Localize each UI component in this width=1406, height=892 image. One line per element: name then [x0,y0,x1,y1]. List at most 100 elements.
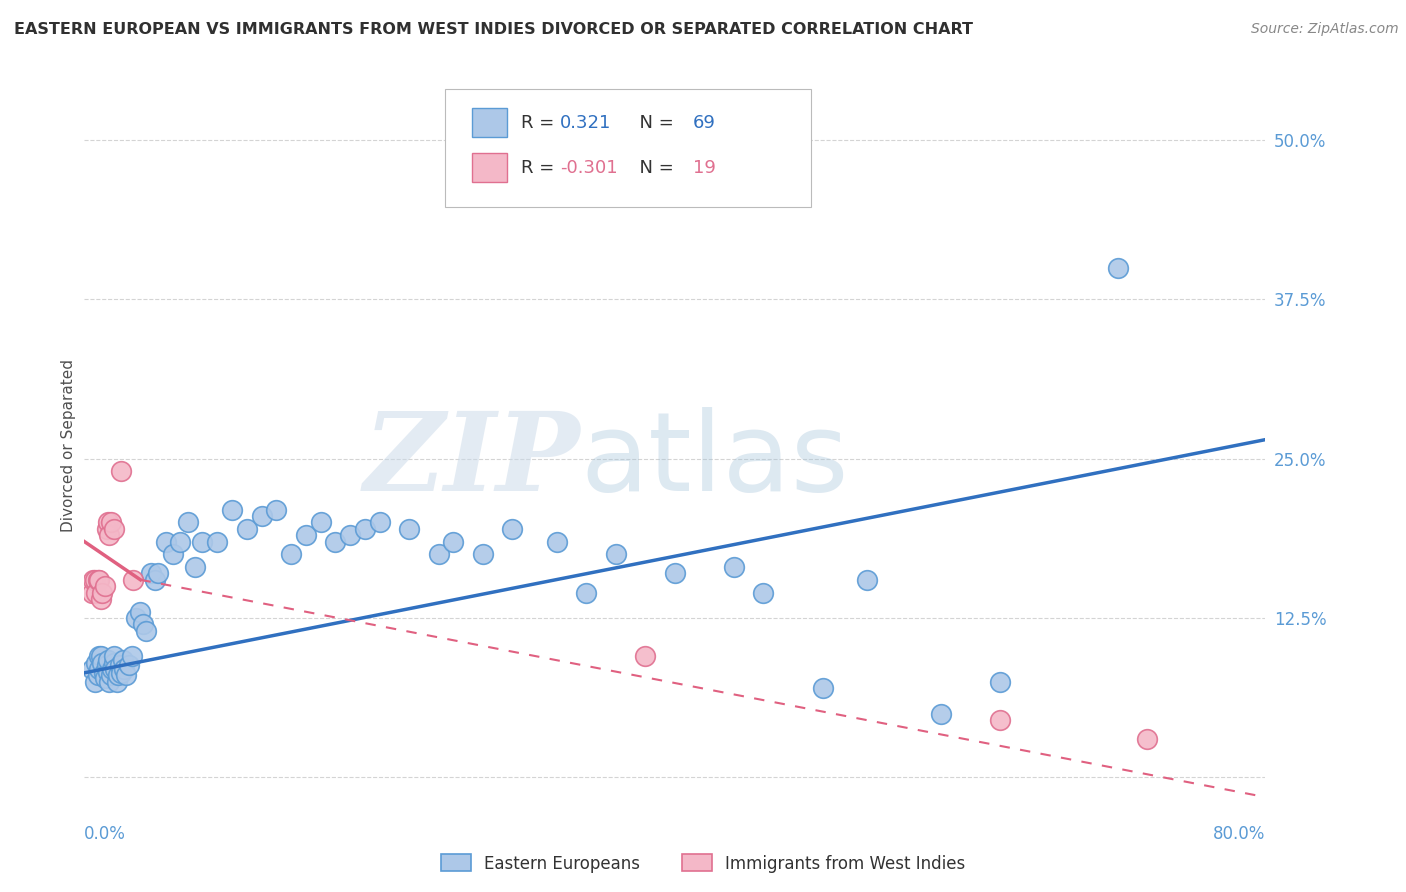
Point [988,674,1011,689]
Point [129,605,152,619]
Point [235,522,259,536]
Point [135,624,157,638]
Point [122,573,145,587]
Text: N =: N = [627,159,679,177]
Point [143,573,166,587]
Point [118,658,141,673]
Point [368,516,391,530]
Point [82,573,104,587]
Text: EASTERN EUROPEAN VS IMMIGRANTS FROM WEST INDIES DIVORCED OR SEPARATED CORRELATIO: EASTERN EUROPEAN VS IMMIGRANTS FROM WEST… [14,22,973,37]
Point [250,509,273,524]
Point [546,534,568,549]
Point [398,522,420,536]
Point [86,573,108,587]
Point [501,522,523,536]
Point [96,658,118,673]
Point [84,585,107,599]
Text: R =: R = [522,114,561,132]
Point [339,528,361,542]
Point [295,528,318,542]
Point [100,668,122,682]
Point [83,674,105,689]
Point [472,547,495,561]
Point [125,611,148,625]
Point [811,681,834,695]
Point [91,585,114,599]
Point [221,502,243,516]
Point [132,617,155,632]
Point [441,534,464,549]
Point [723,560,745,574]
Point [427,547,450,561]
Point [91,656,114,670]
Point [104,662,127,676]
Point [280,547,302,561]
Point [148,566,170,581]
Point [855,573,877,587]
Text: atlas: atlas [581,407,849,514]
Point [323,534,347,549]
Point [752,585,775,599]
Point [86,668,108,682]
Text: ZIP: ZIP [364,407,581,514]
Point [988,713,1011,727]
Point [103,649,125,664]
Text: 69: 69 [693,114,716,132]
Point [664,566,686,581]
Point [84,656,107,670]
Point [100,516,122,530]
Point [103,656,125,670]
Point [114,668,136,682]
Text: 19: 19 [693,159,716,177]
Point [184,560,207,574]
Text: R =: R = [522,159,561,177]
Point [87,649,111,664]
Point [155,534,177,549]
Point [110,665,132,680]
Point [83,573,105,587]
Text: -0.301: -0.301 [561,159,619,177]
Point [111,653,134,667]
Point [97,516,120,530]
Point [177,516,200,530]
Point [90,591,112,606]
Point [98,674,121,689]
Point [575,585,598,599]
Point [309,516,332,530]
Point [264,502,288,516]
Text: 80.0%: 80.0% [1213,825,1265,843]
Point [354,522,377,536]
Point [110,465,132,479]
Text: Source: ZipAtlas.com: Source: ZipAtlas.com [1251,22,1399,37]
Point [105,674,128,689]
Point [107,668,129,682]
Point [162,547,184,561]
Point [169,534,191,549]
FancyBboxPatch shape [472,153,508,182]
Point [80,585,103,599]
Point [93,665,115,680]
Point [97,653,120,667]
Point [94,671,117,685]
Point [1107,260,1129,275]
Point [94,579,117,593]
Point [96,522,118,536]
Point [191,534,214,549]
Point [634,649,657,664]
Point [101,662,124,676]
FancyBboxPatch shape [472,109,508,137]
Point [103,522,125,536]
Point [97,665,120,679]
Point [605,547,627,561]
Point [98,528,121,542]
Point [90,649,112,664]
Text: 0.0%: 0.0% [84,825,127,843]
Point [87,662,111,676]
Point [87,573,111,587]
Point [121,649,143,664]
Point [205,534,228,549]
Y-axis label: Divorced or Separated: Divorced or Separated [60,359,76,533]
FancyBboxPatch shape [444,89,811,207]
Point [1136,732,1159,747]
Point [139,566,162,581]
